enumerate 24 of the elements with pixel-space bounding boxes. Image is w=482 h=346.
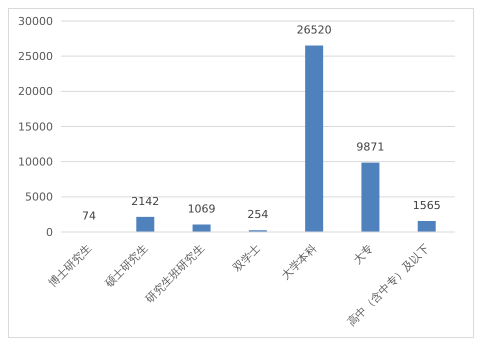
x-tick-label: 双学士: [230, 242, 263, 274]
x-tick-label: 博士研究生: [46, 242, 94, 290]
y-tick-label: 20000: [18, 85, 53, 98]
data-label: 1069: [188, 202, 216, 216]
data-label: 74: [82, 209, 96, 222]
bar: [192, 224, 211, 232]
bar: [361, 162, 380, 232]
data-label: 26520: [296, 23, 332, 36]
y-tick-label: 10000: [18, 156, 53, 169]
data-label: 9871: [356, 140, 384, 154]
y-tick-label: 5000: [25, 190, 53, 204]
x-tick-label: 硕士研究生: [102, 242, 150, 291]
y-tick-label: 15000: [18, 120, 53, 134]
data-label: 1565: [412, 198, 441, 212]
bar: [136, 216, 154, 232]
data-label: 2142: [131, 194, 160, 208]
y-tick-label: 25000: [18, 50, 53, 64]
bar: [418, 220, 436, 232]
data-label: 254: [247, 208, 268, 222]
x-tick-label: 大学本科: [278, 242, 320, 282]
y-tick-label: 0: [46, 226, 53, 239]
x-tick-label: 大专: [350, 242, 376, 267]
y-tick-label: 30000: [18, 14, 53, 28]
bar: [305, 45, 324, 232]
